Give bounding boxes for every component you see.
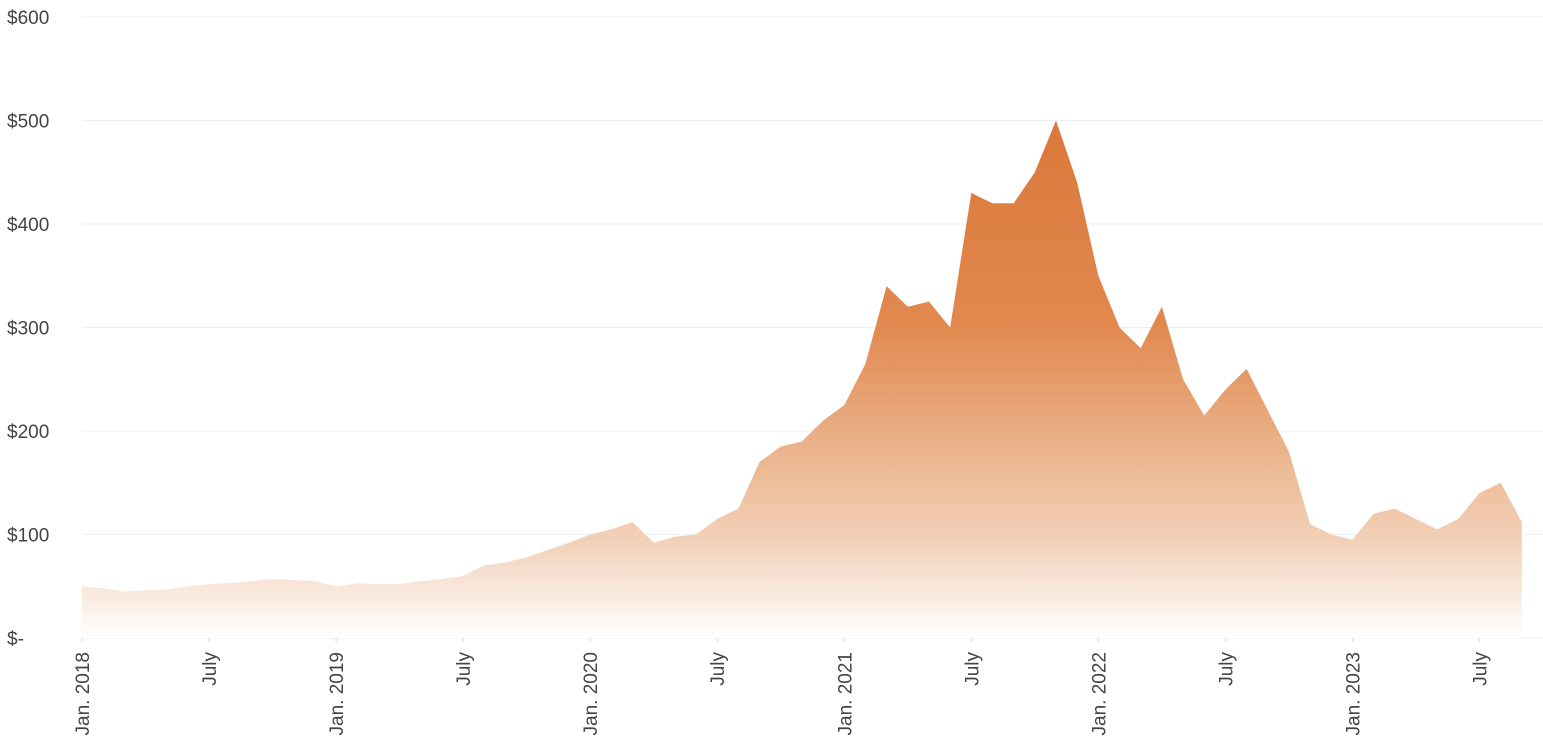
x-tick-label: Jan. 2018 (73, 652, 94, 735)
x-tick-label: Jan. 2021 (835, 652, 856, 735)
y-tick-label: $200 (7, 422, 49, 443)
x-tick-label: July (454, 652, 475, 686)
y-tick-label: $600 (7, 8, 49, 29)
x-tick-label: July (1470, 652, 1491, 686)
x-tick-label: Jan. 2023 (1343, 652, 1364, 735)
x-tick-label: Jan. 2019 (327, 652, 348, 735)
x-tick-label: July (200, 652, 221, 686)
x-tick-label: Jan. 2022 (1089, 652, 1110, 735)
x-tick-label: July (962, 652, 983, 686)
y-tick-label: $400 (7, 215, 49, 236)
x-tick-label: Jan. 2020 (581, 652, 602, 735)
y-tick-label: $100 (7, 526, 49, 547)
y-tick-label: $300 (7, 319, 49, 340)
y-tick-label: $500 (7, 112, 49, 133)
x-tick-label: July (1216, 652, 1237, 686)
y-tick-label: $- (7, 629, 24, 650)
x-tick-label: July (708, 652, 729, 686)
area (82, 120, 1522, 638)
